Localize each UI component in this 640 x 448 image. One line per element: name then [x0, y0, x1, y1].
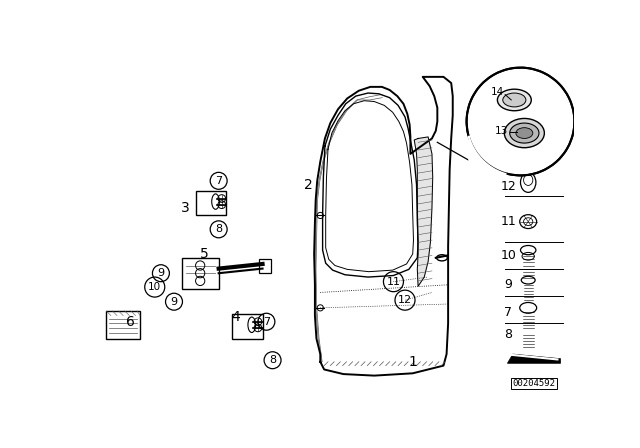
- Text: 12: 12: [398, 295, 412, 305]
- Text: 9: 9: [504, 278, 512, 291]
- Text: 7: 7: [504, 306, 512, 319]
- Text: 11: 11: [387, 277, 401, 287]
- Text: 6: 6: [127, 314, 135, 329]
- Text: 8: 8: [269, 355, 276, 365]
- Text: 00204592: 00204592: [513, 379, 556, 388]
- Polygon shape: [414, 137, 433, 286]
- Ellipse shape: [497, 89, 531, 111]
- Text: 2: 2: [305, 178, 313, 192]
- Text: 14: 14: [491, 87, 504, 97]
- Text: 7: 7: [215, 176, 222, 186]
- Text: 10: 10: [148, 282, 161, 292]
- Ellipse shape: [503, 93, 526, 107]
- Circle shape: [467, 68, 575, 176]
- Text: 1: 1: [408, 355, 417, 369]
- Text: 10: 10: [500, 249, 516, 262]
- Text: 13: 13: [495, 126, 508, 136]
- Text: 8: 8: [215, 224, 222, 234]
- Text: 11: 11: [500, 215, 516, 228]
- Text: 8: 8: [504, 328, 512, 341]
- Ellipse shape: [504, 118, 545, 148]
- Text: 3: 3: [181, 201, 190, 215]
- Text: 9: 9: [170, 297, 177, 307]
- Text: 5: 5: [200, 247, 209, 261]
- Polygon shape: [508, 354, 561, 363]
- Text: 12: 12: [500, 180, 516, 193]
- Ellipse shape: [516, 128, 533, 138]
- Ellipse shape: [509, 123, 539, 143]
- Text: 9: 9: [157, 268, 164, 278]
- Text: 4: 4: [231, 310, 240, 324]
- Text: 7: 7: [263, 317, 270, 327]
